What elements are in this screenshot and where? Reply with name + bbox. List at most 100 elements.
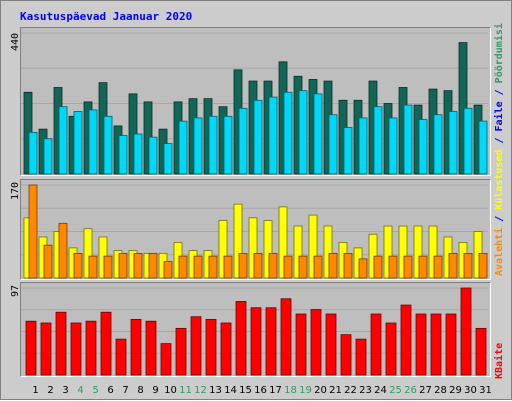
x-tick-label-16: 16 bbox=[254, 385, 267, 396]
bar-middle-avalehti-29 bbox=[448, 252, 458, 279]
bar-bottom-kbaite-2 bbox=[40, 322, 52, 376]
bar-bottom-kbaite-25 bbox=[385, 322, 397, 376]
bar-middle-avalehti-31 bbox=[478, 252, 488, 279]
x-tick-label-13: 13 bbox=[209, 385, 222, 396]
bar-top-faile-27 bbox=[418, 119, 428, 175]
bar-middle-avalehti-5 bbox=[88, 255, 98, 279]
bar-middle-avalehti-21 bbox=[328, 252, 338, 279]
chart-title: Kasutuspäevad Jaanuar 2020 bbox=[20, 10, 193, 23]
x-tick-label-30: 30 bbox=[464, 385, 477, 396]
bar-top-faile-25 bbox=[388, 117, 398, 175]
bar-middle-avalehti-16 bbox=[253, 252, 263, 279]
bar-middle-avalehti-24 bbox=[373, 255, 383, 279]
x-tick-label-11: 11 bbox=[179, 385, 192, 396]
bar-middle-klastused-14 bbox=[218, 220, 228, 279]
bar-top-faile-28 bbox=[433, 114, 443, 175]
bar-bottom-kbaite-16 bbox=[250, 307, 262, 376]
bar-bottom-kbaite-12 bbox=[190, 316, 202, 376]
x-tick-label-20: 20 bbox=[314, 385, 327, 396]
bar-middle-avalehti-13 bbox=[208, 255, 218, 279]
bar-middle-klastused-15 bbox=[233, 203, 243, 279]
x-tick-label-5: 5 bbox=[92, 385, 98, 396]
bar-top-faile-17 bbox=[268, 96, 278, 175]
bar-top-faile-22 bbox=[343, 127, 353, 175]
bar-middle-klastused-28 bbox=[428, 225, 438, 279]
bar-middle-avalehti-9 bbox=[148, 252, 158, 279]
bar-middle-avalehti-10 bbox=[163, 261, 173, 279]
bar-bottom-kbaite-31 bbox=[475, 327, 487, 376]
bar-middle-avalehti-3 bbox=[58, 222, 68, 279]
x-tick-label-24: 24 bbox=[374, 385, 387, 396]
bar-top-faile-15 bbox=[238, 107, 248, 175]
x-tick-label-26: 26 bbox=[404, 385, 417, 396]
bar-middle-avalehti-12 bbox=[193, 255, 203, 279]
bar-top-faile-7 bbox=[118, 135, 128, 175]
bar-top-faile-21 bbox=[328, 114, 338, 175]
bar-middle-klastused-17 bbox=[263, 220, 273, 279]
bar-middle-avalehti-22 bbox=[343, 252, 353, 279]
bar-bottom-kbaite-3 bbox=[55, 311, 67, 376]
bar-top-faile-10 bbox=[163, 143, 173, 175]
x-tick-label-23: 23 bbox=[359, 385, 372, 396]
bar-top-faile-23 bbox=[358, 117, 368, 175]
x-tick-label-10: 10 bbox=[164, 385, 177, 396]
bar-middle-avalehti-20 bbox=[313, 255, 323, 279]
bar-top-faile-2 bbox=[43, 138, 53, 175]
bar-middle-avalehti-1 bbox=[28, 184, 38, 279]
bar-bottom-kbaite-18 bbox=[280, 298, 292, 376]
bar-middle-avalehti-23 bbox=[358, 258, 368, 279]
bar-top-faile-11 bbox=[178, 120, 188, 175]
bar-middle-avalehti-6 bbox=[103, 255, 113, 279]
bar-bottom-kbaite-21 bbox=[325, 313, 337, 376]
bar-middle-avalehti-25 bbox=[388, 255, 398, 279]
bar-middle-klastused-19 bbox=[293, 225, 303, 279]
x-tick-label-7: 7 bbox=[122, 385, 128, 396]
bar-bottom-kbaite-6 bbox=[100, 311, 112, 376]
bar-middle-avalehti-14 bbox=[223, 255, 233, 279]
bar-middle-avalehti-11 bbox=[178, 255, 188, 279]
bar-bottom-kbaite-19 bbox=[295, 313, 307, 376]
bar-middle-avalehti-30 bbox=[463, 252, 473, 279]
x-tick-label-17: 17 bbox=[269, 385, 282, 396]
x-tick-label-29: 29 bbox=[449, 385, 462, 396]
bar-bottom-kbaite-7 bbox=[115, 338, 127, 376]
bar-middle-klastused-16 bbox=[248, 217, 258, 279]
bar-middle-klastused-18 bbox=[278, 206, 288, 279]
bar-top-faile-20 bbox=[313, 93, 323, 175]
bar-bottom-kbaite-29 bbox=[445, 313, 457, 376]
bar-top-faile-3 bbox=[58, 106, 68, 175]
bar-top-faile-18 bbox=[283, 91, 293, 175]
bar-top-faile-26 bbox=[403, 104, 413, 175]
bar-middle-klastused-5 bbox=[83, 228, 93, 279]
x-tick-label-25: 25 bbox=[389, 385, 402, 396]
bar-bottom-kbaite-20 bbox=[310, 309, 322, 376]
bar-top-faile-14 bbox=[223, 115, 233, 175]
x-tick-label-19: 19 bbox=[299, 385, 312, 396]
bar-middle-avalehti-19 bbox=[298, 255, 308, 279]
bar-middle-avalehti-7 bbox=[118, 252, 128, 279]
bar-bottom-kbaite-30 bbox=[460, 287, 472, 376]
x-tick-label-8: 8 bbox=[137, 385, 143, 396]
bar-bottom-kbaite-17 bbox=[265, 307, 277, 376]
bar-middle-avalehti-18 bbox=[283, 255, 293, 279]
bar-bottom-kbaite-9 bbox=[145, 320, 157, 376]
bar-bottom-kbaite-22 bbox=[340, 334, 352, 376]
x-tick-label-4: 4 bbox=[77, 385, 83, 396]
bar-middle-klastused-20 bbox=[308, 214, 318, 279]
bar-bottom-kbaite-8 bbox=[130, 318, 142, 376]
x-tick-label-21: 21 bbox=[329, 385, 342, 396]
bar-top-faile-4 bbox=[73, 111, 83, 175]
bar-top-faile-31 bbox=[478, 120, 488, 175]
bar-middle-avalehti-26 bbox=[403, 255, 413, 279]
bar-middle-avalehti-8 bbox=[133, 252, 143, 279]
x-tick-label-27: 27 bbox=[419, 385, 432, 396]
x-tick-label-31: 31 bbox=[479, 385, 492, 396]
x-tick-label-18: 18 bbox=[284, 385, 297, 396]
bar-middle-avalehti-17 bbox=[268, 252, 278, 279]
bar-bottom-kbaite-14 bbox=[220, 322, 232, 376]
bar-middle-klastused-21 bbox=[323, 225, 333, 279]
bar-middle-klastused-27 bbox=[413, 225, 423, 279]
bar-bottom-kbaite-15 bbox=[235, 301, 247, 376]
